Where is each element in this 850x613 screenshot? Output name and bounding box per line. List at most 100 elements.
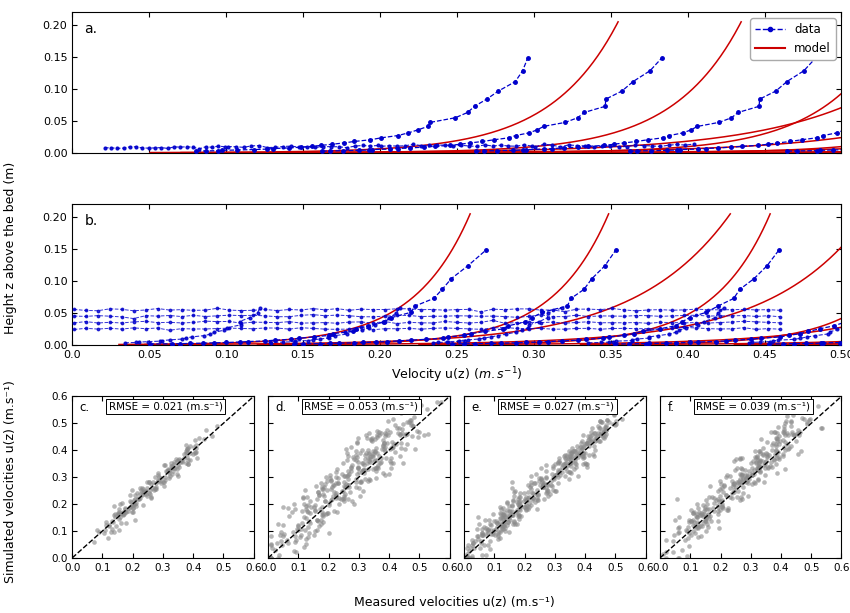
Point	[112, 514, 126, 524]
Point	[501, 498, 514, 508]
Point	[815, 424, 829, 433]
Point	[734, 474, 747, 484]
Point	[112, 509, 126, 519]
Point	[359, 454, 372, 464]
Point	[172, 460, 185, 470]
Point	[348, 482, 362, 492]
Point	[140, 491, 154, 501]
Point	[392, 423, 405, 433]
Point	[364, 435, 377, 445]
Point	[732, 476, 745, 486]
Point	[758, 470, 772, 479]
Point	[370, 455, 383, 465]
Point	[559, 462, 573, 471]
Point	[575, 445, 588, 455]
Point	[713, 492, 727, 501]
Point	[142, 477, 156, 487]
Point	[736, 482, 750, 492]
Point	[144, 493, 157, 503]
Point	[576, 448, 590, 458]
Point	[495, 520, 508, 530]
Point	[108, 512, 122, 522]
Point	[397, 419, 411, 429]
Text: Height z above the bed (m): Height z above the bed (m)	[3, 162, 17, 334]
Point	[496, 521, 510, 531]
Point	[320, 508, 334, 518]
Point	[362, 474, 376, 484]
Point	[503, 515, 517, 525]
Point	[683, 528, 696, 538]
Point	[536, 482, 549, 492]
Point	[552, 456, 565, 466]
Point	[318, 479, 332, 489]
Point	[575, 444, 589, 454]
Point	[286, 507, 299, 517]
Point	[797, 414, 811, 424]
Point	[717, 481, 731, 491]
Point	[392, 397, 405, 406]
Point	[779, 418, 792, 428]
Point	[150, 484, 163, 494]
Point	[366, 451, 380, 461]
Point	[512, 497, 525, 506]
Point	[390, 423, 404, 433]
Point	[519, 504, 533, 514]
Point	[762, 463, 775, 473]
Point	[340, 444, 354, 454]
Point	[524, 479, 537, 489]
Point	[476, 550, 490, 560]
Point	[384, 463, 398, 473]
Point	[493, 513, 507, 523]
Point	[161, 465, 174, 474]
Point	[700, 520, 714, 530]
Point	[140, 483, 154, 493]
Point	[365, 436, 378, 446]
Point	[105, 524, 119, 534]
Point	[149, 472, 162, 482]
Point	[502, 517, 515, 527]
Point	[493, 508, 507, 518]
Point	[603, 417, 616, 427]
Point	[769, 459, 783, 469]
Point	[728, 479, 741, 489]
Point	[280, 535, 294, 545]
Point	[683, 541, 696, 550]
Point	[473, 543, 487, 553]
Point	[373, 459, 387, 468]
Point	[172, 471, 185, 481]
Point	[592, 436, 606, 446]
Point	[793, 427, 807, 436]
Point	[501, 510, 514, 520]
Point	[765, 462, 779, 472]
Point	[575, 436, 589, 446]
Point	[561, 454, 575, 463]
Point	[512, 501, 525, 511]
Point	[751, 465, 765, 475]
Point	[162, 468, 176, 478]
Point	[734, 478, 748, 487]
Point	[760, 452, 774, 462]
Point	[395, 428, 409, 438]
Point	[548, 486, 562, 496]
Point	[512, 514, 525, 524]
Point	[334, 495, 348, 504]
Point	[128, 499, 141, 509]
Point	[368, 455, 382, 465]
Point	[329, 490, 343, 500]
Point	[709, 495, 722, 505]
Point	[726, 479, 740, 489]
Point	[292, 520, 305, 530]
Point	[486, 509, 500, 519]
Point	[274, 527, 287, 537]
Point	[110, 508, 124, 518]
Point	[320, 471, 333, 481]
Point	[559, 459, 573, 468]
Point	[576, 442, 590, 452]
Point	[711, 509, 724, 519]
Point	[338, 490, 352, 500]
Point	[672, 523, 685, 533]
Point	[356, 465, 370, 474]
Point	[558, 463, 571, 473]
Point	[572, 452, 586, 462]
Point	[461, 553, 474, 563]
